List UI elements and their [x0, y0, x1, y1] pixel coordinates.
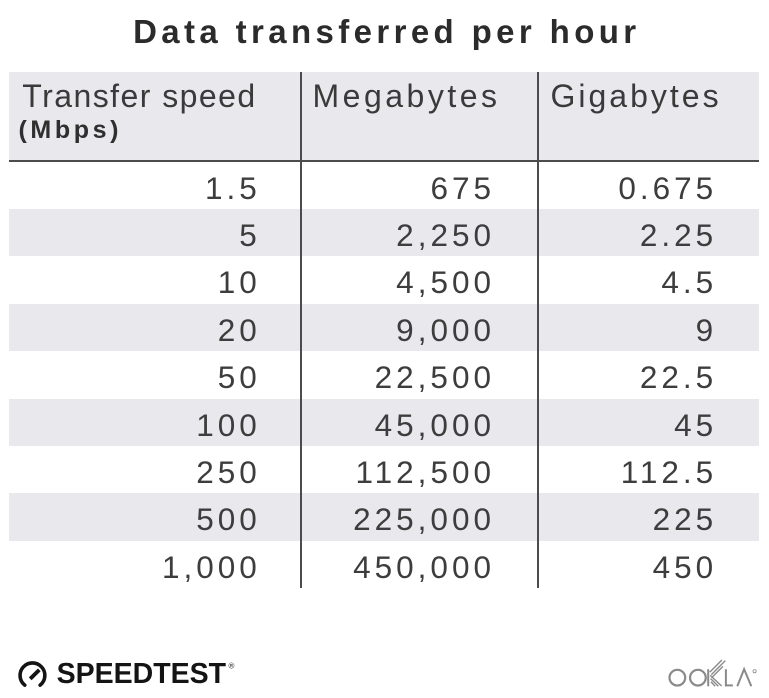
svg-text:®: ®	[229, 662, 235, 671]
